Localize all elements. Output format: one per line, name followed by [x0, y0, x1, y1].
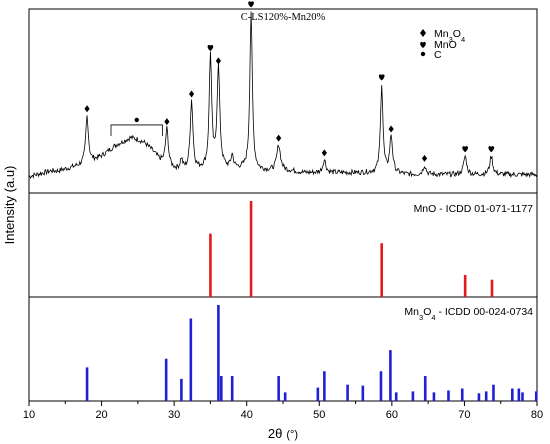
- mno-reference-panel: MnO - ICDD 01-071-1177: [209, 201, 534, 297]
- peak-marker-heart-7: [248, 1, 254, 8]
- legend: Mn3O4 MnO C: [420, 28, 465, 61]
- x-tick-label-6: 70: [458, 409, 470, 421]
- legend-label-carbon: C: [434, 49, 442, 61]
- legend-circle-marker: [420, 51, 426, 57]
- x-tick-label-3: 40: [241, 409, 253, 421]
- peak-marker-diamond-9: [321, 149, 327, 157]
- peak-marker-diamond-8: [276, 134, 282, 142]
- peak-marker-diamond-0: [84, 105, 90, 113]
- peak-marker-diamond-11: [388, 125, 394, 133]
- x-tick-label-4: 50: [313, 409, 325, 421]
- legend-item-mno: MnO: [420, 39, 457, 51]
- peak-marker-heart-14: [488, 146, 495, 153]
- legend-diamond-marker: [420, 29, 426, 37]
- legend-item-carbon: C: [420, 49, 442, 61]
- peak-markers: [84, 1, 495, 162]
- mn3o4-reference-label: Mn3O4 - ICDD 00-024-0734: [404, 306, 533, 322]
- y-axis-label: Intensity (a.u): [2, 166, 17, 245]
- legend-item-mn3o4: Mn3O4: [420, 28, 465, 44]
- mn3o4-reference-panel: Mn3O4 - ICDD 00-024-0734: [85, 305, 538, 401]
- peak-marker-diamond-1: [164, 118, 170, 126]
- x-tick-label-7: 80: [531, 409, 543, 421]
- sample-pattern-line: [28, 11, 538, 179]
- mn3o4-reference-stems: [85, 305, 538, 401]
- legend-label-mno: MnO: [434, 39, 457, 51]
- peak-marker-diamond-5: [215, 57, 222, 65]
- mno-reference-stems: [209, 201, 494, 297]
- x-axis: 10 20 30 40 50 60 70 80: [23, 401, 543, 421]
- x-tick-label-2: 30: [168, 409, 180, 421]
- legend-heart-marker: [420, 41, 426, 48]
- peak-marker-heart-10: [378, 74, 385, 81]
- sample-panel: C-LS120%-Mn20% Mn3O4 MnO C: [28, 1, 538, 179]
- x-tick-label-5: 60: [386, 409, 398, 421]
- peak-marker-diamond-3: [188, 90, 195, 98]
- peak-marker-heart-13: [462, 146, 468, 153]
- x-axis-label: 2θ (°): [268, 426, 298, 441]
- x-tick-label-0: 10: [23, 409, 35, 421]
- sample-panel-title: C-LS120%-Mn20%: [241, 12, 326, 23]
- mno-reference-label: MnO - ICDD 01-071-1177: [414, 203, 534, 215]
- x-tick-label-1: 20: [95, 409, 107, 421]
- peak-marker-diamond-12: [421, 154, 428, 162]
- peak-marker-heart-4: [207, 44, 214, 51]
- carbon-bracket: [110, 124, 163, 136]
- legend-label-mn3o4: Mn3O4: [434, 28, 465, 44]
- carbon-marker-circle: [134, 117, 139, 123]
